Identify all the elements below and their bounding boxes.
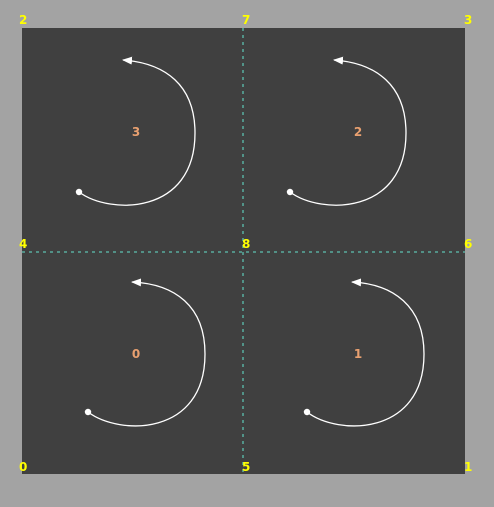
orientation-arc-cell-3: [78, 56, 196, 206]
cell-2: 2: [286, 56, 407, 206]
vertex-label-7: 7: [242, 13, 250, 27]
arc-start-dot-cell-3: [75, 188, 83, 196]
vertex-label-5: 5: [242, 460, 250, 474]
vertex-label-1: 1: [464, 460, 472, 474]
vertex-label-8: 8: [242, 237, 250, 251]
arc-start-dot-cell-2: [286, 188, 294, 196]
orientation-arc-cell-1: [306, 278, 425, 427]
cell-1: 1: [303, 278, 425, 427]
arc-start-dot-cell-1: [303, 408, 311, 416]
cell-label-1: 1: [354, 347, 362, 361]
vertex-label-0: 0: [19, 460, 27, 474]
cell-0: 0: [84, 278, 206, 427]
cell-3: 3: [75, 56, 196, 206]
cell-label-0: 0: [132, 347, 140, 361]
vertex-label-2: 2: [19, 13, 27, 27]
orientation-arc-cell-2: [289, 56, 407, 206]
orientation-arc-cell-0: [87, 278, 206, 427]
cell-label-2: 2: [354, 125, 362, 139]
vertex-label-3: 3: [464, 13, 472, 27]
arc-start-dot-cell-0: [84, 408, 92, 416]
vertex-label-4: 4: [19, 237, 27, 251]
vertex-label-6: 6: [464, 237, 472, 251]
cell-label-3: 3: [132, 125, 140, 139]
